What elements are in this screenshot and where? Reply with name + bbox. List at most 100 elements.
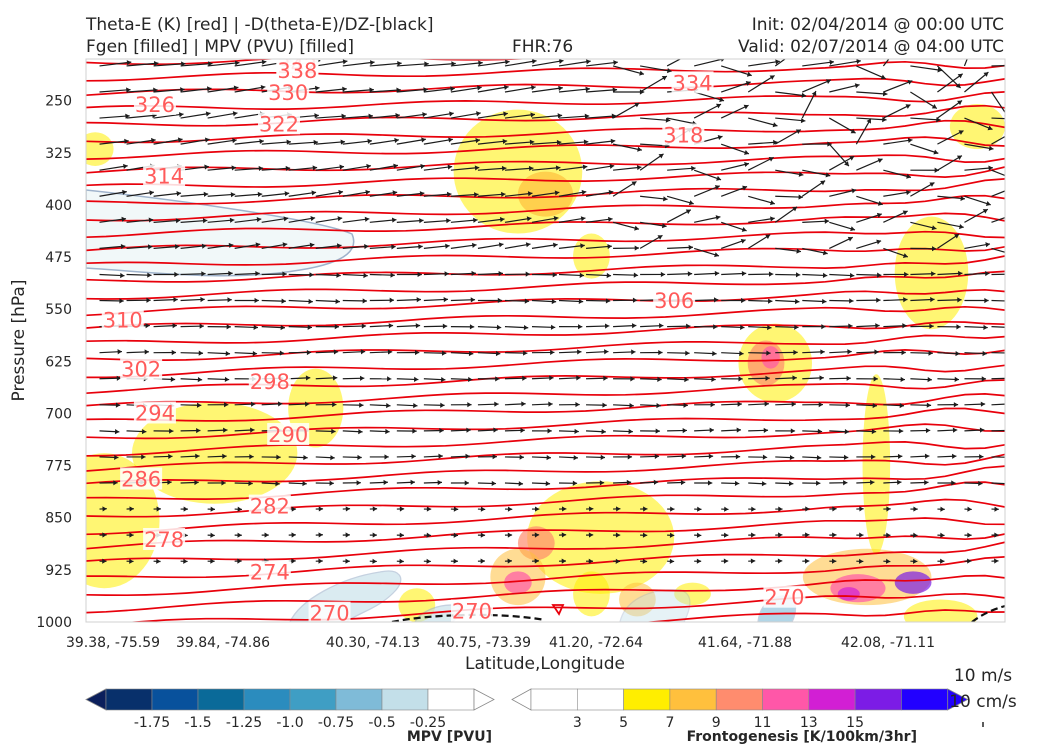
wind-vector-head [303,454,308,461]
wind-vector [964,117,993,131]
wind-vector-head [415,323,421,329]
theta-e-contour [86,393,1005,422]
wind-vector-head [847,236,853,242]
fgen-colorbar-title: Frontogenesis [K/100km/3hr] [687,729,917,745]
wind-vector-head [331,428,336,434]
wind-vector [261,167,291,171]
wind-vector-head [149,190,154,196]
wind-vector [207,86,239,93]
wind-vector-head [850,226,856,232]
wind-vector-head [873,376,878,382]
fgen-colorbar-tick: 7 [665,715,674,731]
wind-vector-head [826,79,831,84]
wind-vector [531,191,560,197]
wind-vector-head [1012,212,1017,217]
wind-vector-head [102,558,107,564]
wind-vector-head [876,239,882,245]
wind-vector-head [983,72,989,77]
wind-vector [991,135,1005,145]
wind-vector-head [851,188,857,194]
wind-vector-head [714,252,719,258]
wind-vector-head [691,165,696,171]
wind-vector [153,63,186,67]
wind-vector-head [176,191,182,197]
forecast-hour: FHR:76 [512,37,574,57]
theta-e-label: 270 [452,600,492,624]
wind-vector-head [696,532,702,538]
wind-vector-head [696,558,702,564]
wind-vector-head [885,558,891,564]
wind-vector-head [607,243,612,250]
wind-vector-head [877,200,883,206]
fgen-colorbar-segment [576,688,624,711]
wind-vector-head [761,481,767,487]
wind-vector [315,88,347,93]
theta-e-contour [86,320,1005,344]
wind-vector-head [643,506,648,512]
wind-vector [720,104,749,119]
wind-vector-head [742,185,748,191]
fgen-colorbar-segment [623,688,671,711]
wind-vector-head [447,164,453,170]
wind-vector-head [387,376,392,382]
fgen-fill [674,582,711,606]
wind-vector [694,216,721,223]
wind-vector-head [1009,376,1013,381]
mpv-colorbar-tick: -1.0 [276,715,303,731]
wind-vector-head [551,298,557,305]
wind-vector-head [529,139,535,145]
init-time: Init: 02/04/2014 @ 00:00 UTC [751,15,1004,35]
theta-e-contour [86,119,1005,144]
wind-vector-head [978,480,983,487]
wind-vector-head [414,349,420,356]
wind-vector-head [453,506,459,512]
wind-vector [126,114,157,119]
wind-vector [396,88,428,93]
fgen-colorbar-tick: 11 [754,715,772,731]
wind-vector-head [476,111,481,117]
wind-vector-head [719,97,725,103]
wind-vector-head [805,506,810,512]
wind-vector-head [277,401,283,407]
wind-vector-head [535,506,540,512]
contour-label-bg [248,370,291,393]
wind-vector-head [369,60,375,66]
y-tick-label: 850 [45,511,72,527]
wind-vector-head [390,272,395,278]
wind-vector-head [937,67,943,73]
wind-vector [828,143,850,167]
theta-e-contour [86,349,1005,379]
wind-vector-head [153,60,159,67]
wind-vector [666,209,692,223]
wind-vector-head [738,376,743,382]
theta-e-contour [86,453,1005,485]
wind-vector-head [979,427,985,433]
contour-label-bg [120,357,163,380]
wind-vector-head [368,113,373,119]
theta-e-contour [86,270,1005,300]
wind-vector [882,59,890,67]
wind-vector [639,234,663,249]
wind-vector [315,244,342,250]
wind-vector-head [522,375,527,381]
wind-vector-head [960,195,965,201]
wind-vector [883,169,912,178]
wind-vector-head [877,158,883,164]
wind-vector-head [558,85,563,91]
wind-vector-head [572,480,578,486]
wind-vector-head [925,427,931,434]
wind-vector-head [175,218,181,224]
wind-vector-head [358,429,363,435]
wind-vector-head [713,297,719,303]
wind-vector-head [798,194,803,200]
wind-vector-head [844,161,849,167]
wind-vector [883,247,909,258]
fgen-colorbar-tick: 13 [800,715,818,731]
wind-vector-head [312,165,318,171]
wind-vector-head [422,112,427,118]
wind-vector [748,117,778,127]
plot-frame [85,58,1006,623]
wind-vector-head [849,272,855,279]
wind-vector-head [232,111,238,117]
wind-vector-head [231,165,237,171]
